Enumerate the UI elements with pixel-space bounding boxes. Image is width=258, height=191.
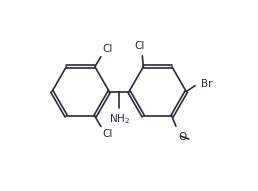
Text: Br: Br bbox=[201, 79, 212, 89]
Text: O: O bbox=[179, 132, 187, 142]
Text: Cl: Cl bbox=[103, 44, 113, 54]
Text: NH$_2$: NH$_2$ bbox=[109, 112, 130, 126]
Text: Cl: Cl bbox=[103, 129, 113, 139]
Text: Cl: Cl bbox=[134, 41, 144, 51]
